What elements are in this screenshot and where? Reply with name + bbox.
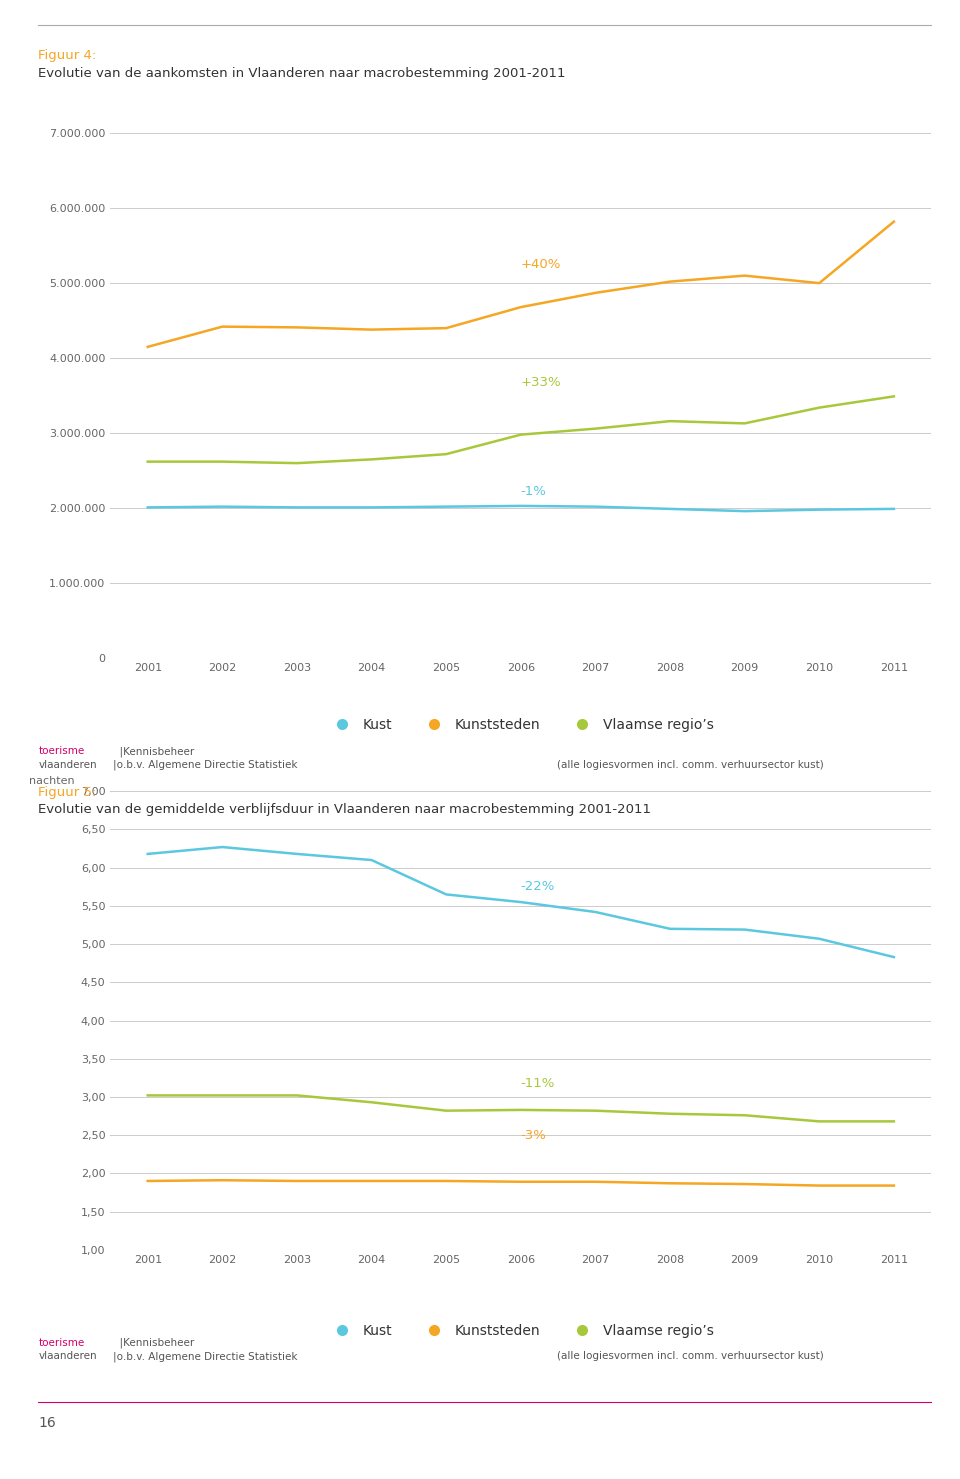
Text: 16: 16 [38, 1417, 56, 1430]
Text: |Kennisbeheer: |Kennisbeheer [113, 1338, 195, 1349]
Text: Evolutie van de aankomsten in Vlaanderen naar macrobestemming 2001-2011: Evolutie van de aankomsten in Vlaanderen… [38, 67, 565, 80]
Legend: Kust, Kunststeden, Vlaamse regio’s: Kust, Kunststeden, Vlaamse regio’s [323, 1319, 719, 1344]
Text: vlaanderen: vlaanderen [38, 760, 97, 769]
Text: Evolutie van de gemiddelde verblijfsduur in Vlaanderen naar macrobestemming 2001: Evolutie van de gemiddelde verblijfsduur… [38, 803, 652, 816]
Text: toerisme: toerisme [38, 1338, 84, 1347]
Text: |o.b.v. Algemene Directie Statistiek: |o.b.v. Algemene Directie Statistiek [113, 1352, 298, 1362]
Text: +33%: +33% [520, 376, 562, 389]
Text: toerisme: toerisme [38, 747, 84, 756]
Text: -3%: -3% [520, 1128, 546, 1142]
Text: vlaanderen: vlaanderen [38, 1352, 97, 1361]
Legend: Kust, Kunststeden, Vlaamse regio’s: Kust, Kunststeden, Vlaamse regio’s [323, 713, 719, 738]
Text: +40%: +40% [520, 257, 562, 271]
Text: -1%: -1% [520, 485, 546, 498]
Text: -11%: -11% [520, 1077, 555, 1090]
Text: Figuur 4:: Figuur 4: [38, 49, 97, 62]
Text: -22%: -22% [520, 880, 555, 893]
Text: Figuur 5:: Figuur 5: [38, 785, 97, 799]
Text: nachten: nachten [29, 776, 75, 785]
Text: (alle logiesvormen incl. comm. verhuursector kust): (alle logiesvormen incl. comm. verhuurse… [557, 1352, 824, 1361]
Text: (alle logiesvormen incl. comm. verhuursector kust): (alle logiesvormen incl. comm. verhuurse… [557, 760, 824, 769]
Text: |o.b.v. Algemene Directie Statistiek: |o.b.v. Algemene Directie Statistiek [113, 760, 298, 771]
Text: |Kennisbeheer: |Kennisbeheer [113, 747, 195, 757]
